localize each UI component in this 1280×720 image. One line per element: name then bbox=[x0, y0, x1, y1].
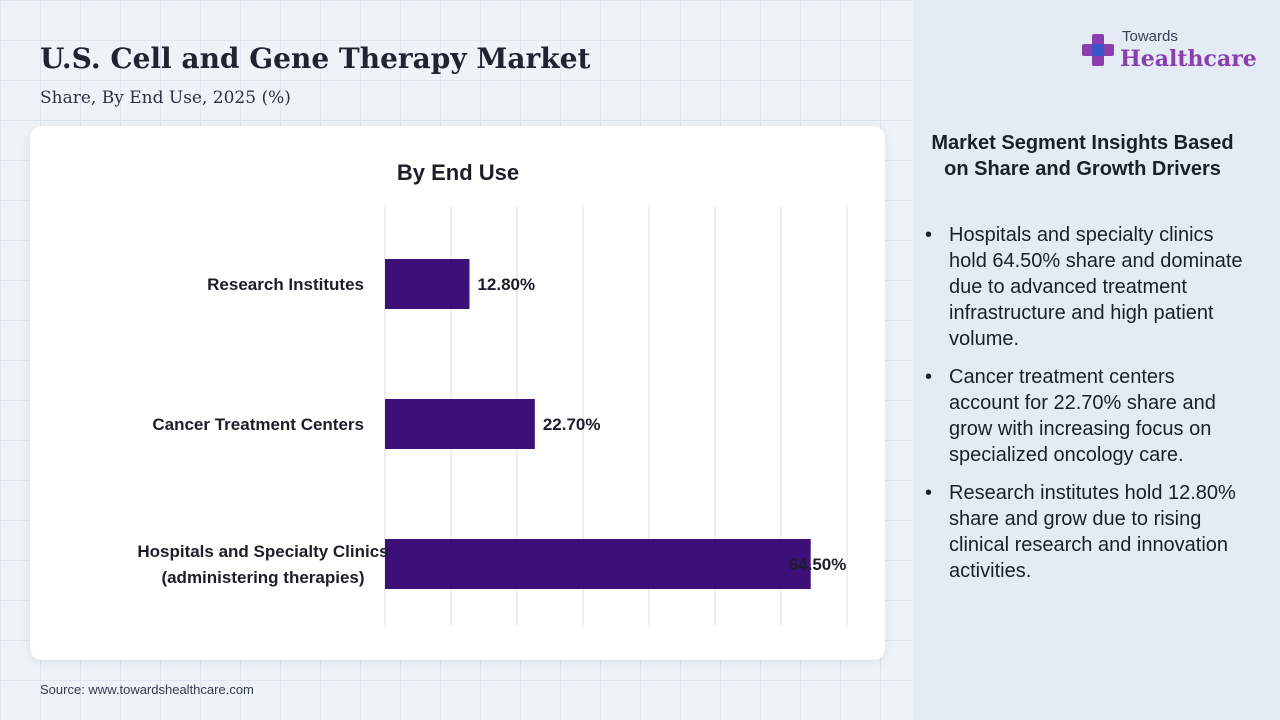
category-label: Hospitals and Specialty Clinics (administ… bbox=[137, 542, 388, 587]
data-label: 64.50% bbox=[789, 555, 847, 574]
bar bbox=[385, 399, 535, 449]
insight-item: • Cancer treatment centers account for 2… bbox=[925, 364, 1245, 468]
insight-item: • Hospitals and specialty clinics hold 6… bbox=[925, 222, 1245, 352]
chart-card: By End Use 12.80% Research Institutes 22.7… bbox=[30, 126, 885, 660]
logo-top-text: Towards bbox=[1122, 28, 1178, 45]
bullet-icon: • bbox=[925, 482, 933, 504]
bullet-icon: • bbox=[925, 224, 933, 246]
logo-main-text: Healthcare bbox=[1120, 46, 1257, 72]
bars: 12.80% Research Institutes 22.70% Cancer Tr… bbox=[137, 259, 846, 589]
data-label: 12.80% bbox=[477, 275, 535, 294]
insight-text: Hospitals and specialty clinics hold 64.… bbox=[949, 224, 1243, 350]
insights-title: Market Segment Insights Based on Share a… bbox=[931, 132, 1234, 180]
medical-cross-icon bbox=[1082, 34, 1114, 66]
bar bbox=[385, 539, 811, 589]
insights-panel: Towards Healthcare bbox=[913, 0, 1280, 720]
chart-title: By End Use bbox=[397, 160, 519, 185]
insights-list: • Hospitals and specialty clinics hold 6… bbox=[925, 222, 1245, 596]
bar bbox=[385, 259, 470, 309]
insight-text: Research institutes hold 12.80% share an… bbox=[949, 482, 1236, 582]
category-label: Cancer Treatment Centers bbox=[152, 415, 364, 434]
insight-text: Cancer treatment centers account for 22.… bbox=[949, 366, 1216, 466]
source-note: Source: www.towardshealthcare.com bbox=[40, 682, 254, 697]
insight-item: • Research institutes hold 12.80% share … bbox=[925, 480, 1245, 584]
brand-logo[interactable]: Towards Healthcare bbox=[1078, 28, 1257, 78]
page-title: U.S. Cell and Gene Therapy Market bbox=[40, 42, 591, 75]
category-label: Research Institutes bbox=[207, 275, 364, 294]
bullet-icon: • bbox=[925, 366, 933, 388]
bar-chart: By End Use 12.80% Research Institutes 22.7… bbox=[137, 160, 848, 626]
page-subtitle: Share, By End Use, 2025 (%) bbox=[40, 88, 291, 108]
data-label: 22.70% bbox=[543, 415, 601, 434]
